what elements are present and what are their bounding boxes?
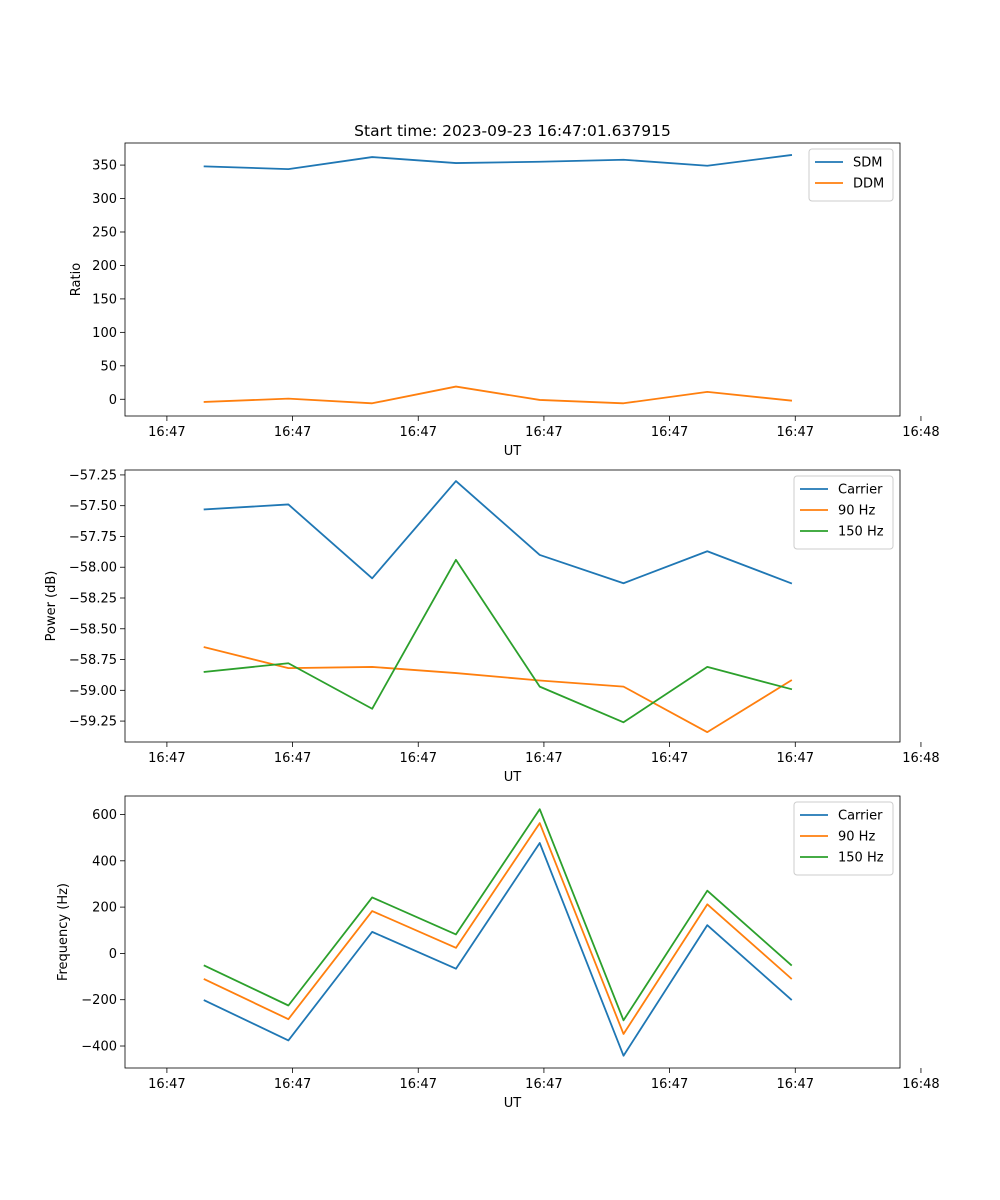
y-tick-label: 150	[92, 292, 117, 307]
y-tick-label: 300	[92, 192, 117, 207]
y-tick-label: 0	[109, 393, 117, 408]
x-tick-label: 16:47	[777, 1077, 814, 1092]
legend-label: SDM	[853, 156, 882, 171]
x-tick-label: 16:47	[777, 425, 814, 440]
x-tick-label: 16:47	[400, 751, 437, 766]
series-line-ddm	[203, 385, 793, 405]
y-tick-label: 600	[92, 808, 117, 823]
series-line-sdm	[203, 154, 793, 171]
x-axis-label: UT	[504, 1096, 522, 1111]
y-tick-label: 50	[100, 359, 117, 374]
subplot-1: 16:47 16:47 16:47 16:47 16:47 16:47 16:48 0 50 10…	[69, 142, 940, 459]
y-tick-label: 0	[109, 947, 117, 962]
subplot-2: 16:47 16:47 16:47 16:47 16:47 16:47 16:48 −57.2…	[44, 468, 940, 785]
x-tick-label: 16:47	[777, 751, 814, 766]
x-tick-label: 16:48	[902, 425, 939, 440]
x-tick-label: 16:47	[274, 1077, 311, 1092]
y-tick-label: −57.50	[69, 499, 117, 514]
y-tick-label: 100	[92, 326, 117, 341]
y-axis-label: Power (dB)	[44, 571, 59, 642]
x-tick-label: 16:47	[651, 751, 688, 766]
series-line-carrier	[203, 480, 793, 585]
figure-title: Start time: 2023-09-23 16:47:01.637915	[354, 122, 671, 140]
legend: Carrier 90 Hz 150 Hz	[793, 801, 894, 876]
x-tick-label: 16:48	[902, 1077, 939, 1092]
legend: SDM DDM	[808, 148, 894, 202]
x-axis-label: UT	[504, 770, 522, 785]
axes-frame	[124, 469, 901, 743]
y-tick-label: −59.00	[69, 684, 117, 699]
x-tick-label: 16:47	[274, 425, 311, 440]
legend: Carrier 90 Hz 150 Hz	[793, 475, 894, 550]
y-axis-label: Frequency (Hz)	[56, 883, 71, 981]
y-tick-label: 400	[92, 854, 117, 869]
legend-label: Carrier	[838, 483, 883, 498]
series-line-150-hz	[203, 558, 793, 724]
legend-label: Carrier	[838, 809, 883, 824]
series-line-carrier	[203, 842, 793, 1057]
y-tick-label: −58.50	[69, 622, 117, 637]
y-tick-label: −200	[81, 993, 117, 1008]
axes-frame	[124, 142, 901, 417]
y-tick-label: −400	[81, 1040, 117, 1055]
x-tick-label: 16:47	[148, 751, 185, 766]
x-tick-label: 16:47	[525, 751, 562, 766]
x-tick-label: 16:48	[902, 751, 939, 766]
series-line-90-hz	[203, 822, 793, 1035]
legend-label: 90 Hz	[838, 504, 875, 519]
y-tick-label: 200	[92, 259, 117, 274]
x-tick-label: 16:47	[525, 1077, 562, 1092]
x-tick-label: 16:47	[148, 425, 185, 440]
y-tick-label: −58.75	[69, 653, 117, 668]
series-line-150-hz	[203, 808, 793, 1022]
y-tick-label: −57.25	[69, 468, 117, 483]
y-tick-label: −58.00	[69, 561, 117, 576]
y-tick-label: 250	[92, 225, 117, 240]
y-tick-label: −59.25	[69, 715, 117, 730]
x-tick-label: 16:47	[651, 425, 688, 440]
x-axis-label: UT	[504, 444, 522, 459]
subplot-3: 16:47 16:47 16:47 16:47 16:47 16:47 16:48 −400 −…	[56, 795, 940, 1111]
x-tick-label: 16:47	[274, 751, 311, 766]
x-tick-label: 16:47	[400, 1077, 437, 1092]
y-tick-label: 350	[92, 159, 117, 174]
legend-label: 150 Hz	[838, 851, 884, 866]
y-tick-label: 200	[92, 901, 117, 916]
x-tick-label: 16:47	[148, 1077, 185, 1092]
x-tick-label: 16:47	[525, 425, 562, 440]
legend-label: 90 Hz	[838, 830, 875, 845]
y-axis-label: Ratio	[69, 263, 84, 296]
axes-frame	[124, 795, 901, 1069]
legend-label: 150 Hz	[838, 525, 884, 540]
series-line-90-hz	[203, 646, 793, 734]
x-tick-label: 16:47	[651, 1077, 688, 1092]
x-tick-label: 16:47	[400, 425, 437, 440]
legend-label: DDM	[853, 177, 884, 192]
y-tick-label: −57.75	[69, 530, 117, 545]
y-tick-label: −58.25	[69, 592, 117, 607]
